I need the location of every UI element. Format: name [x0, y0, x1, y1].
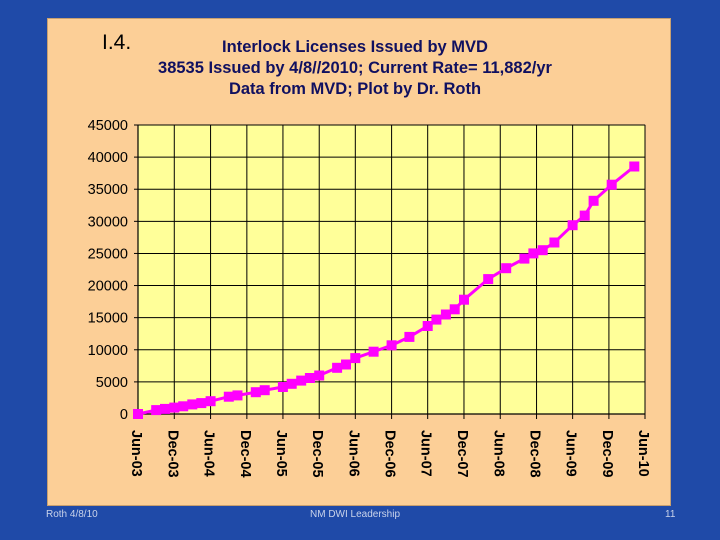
chart-title-block: Interlock Licenses Issued by MVD 38535 I… [110, 37, 600, 100]
data-point [178, 401, 189, 412]
data-point [160, 403, 170, 414]
x-tick-label: Jun-06 [345, 430, 361, 477]
y-tick-label: 25000 [88, 246, 128, 262]
data-point [341, 359, 351, 370]
data-point [629, 161, 640, 172]
x-tick-label: Jun-10 [635, 430, 651, 477]
data-point [606, 179, 617, 190]
footer-event: NM DWI Leadership [310, 509, 401, 520]
y-tick-label: 5000 [96, 375, 128, 391]
y-tick-label: 40000 [88, 150, 128, 166]
data-point [501, 263, 512, 274]
data-point [304, 373, 315, 383]
data-point [151, 405, 162, 416]
y-tick-label: 35000 [88, 182, 128, 198]
data-point [549, 237, 560, 248]
data-point [528, 248, 539, 259]
x-tick-label: Dec-04 [237, 430, 253, 478]
data-point [519, 253, 530, 264]
data-point [286, 378, 297, 389]
y-tick-label: 0 [120, 407, 128, 423]
data-point [332, 362, 343, 373]
data-point [259, 385, 270, 396]
x-tick-label: Jun-04 [201, 430, 217, 477]
data-point [567, 220, 578, 231]
data-point [588, 195, 599, 206]
x-tick-label: Dec-08 [527, 430, 543, 478]
data-point [205, 396, 216, 407]
chart-title: Interlock Licenses Issued by MVD [222, 38, 488, 56]
data-point [483, 274, 494, 285]
footer-author-date: Roth 4/8/10 [46, 509, 98, 520]
data-point [232, 390, 243, 401]
data-point [422, 321, 433, 331]
data-point [440, 309, 451, 320]
data-point [449, 304, 460, 315]
footer-page-number: 11 [665, 509, 676, 520]
y-tick-label: 30000 [88, 214, 128, 230]
x-tick-label: Jun-09 [563, 430, 579, 477]
data-point [196, 398, 207, 409]
data-point [314, 370, 325, 381]
x-tick-label: Dec-09 [599, 430, 615, 478]
data-point [386, 340, 397, 351]
x-tick-label: Dec-07 [454, 430, 470, 478]
data-point [133, 409, 143, 419]
y-tick-label: 45000 [88, 118, 128, 134]
x-tick-label: Dec-06 [382, 430, 398, 478]
data-point [579, 210, 590, 221]
y-tick-label: 15000 [88, 311, 128, 327]
data-point [459, 294, 469, 305]
chart-subtitle-line-2: Data from MVD; Plot by Dr. Roth [228, 80, 482, 98]
slide-label: I.4. [102, 31, 132, 54]
x-tick-label: Jun-03 [128, 430, 144, 477]
data-point [404, 331, 415, 342]
y-tick-label: 20000 [88, 279, 128, 295]
data-point [296, 375, 307, 386]
data-point [431, 314, 442, 325]
x-tick-label: Dec-03 [164, 430, 180, 478]
data-point [537, 245, 548, 256]
y-tick-label: 10000 [88, 343, 128, 359]
data-point [250, 387, 261, 398]
chart-subtitle-line-1: 38535 Issued by 4/8//2010; Current Rate=… [158, 59, 552, 77]
x-tick-label: Jun-05 [273, 430, 289, 477]
data-point [350, 353, 361, 364]
data-point [368, 346, 379, 357]
data-point [169, 402, 180, 413]
x-tick-label: Jun-07 [418, 430, 434, 477]
data-point [277, 382, 288, 392]
data-point [223, 391, 234, 402]
x-tick-label: Jun-08 [490, 430, 506, 477]
x-tick-label: Dec-05 [309, 430, 325, 478]
data-point [187, 399, 198, 410]
